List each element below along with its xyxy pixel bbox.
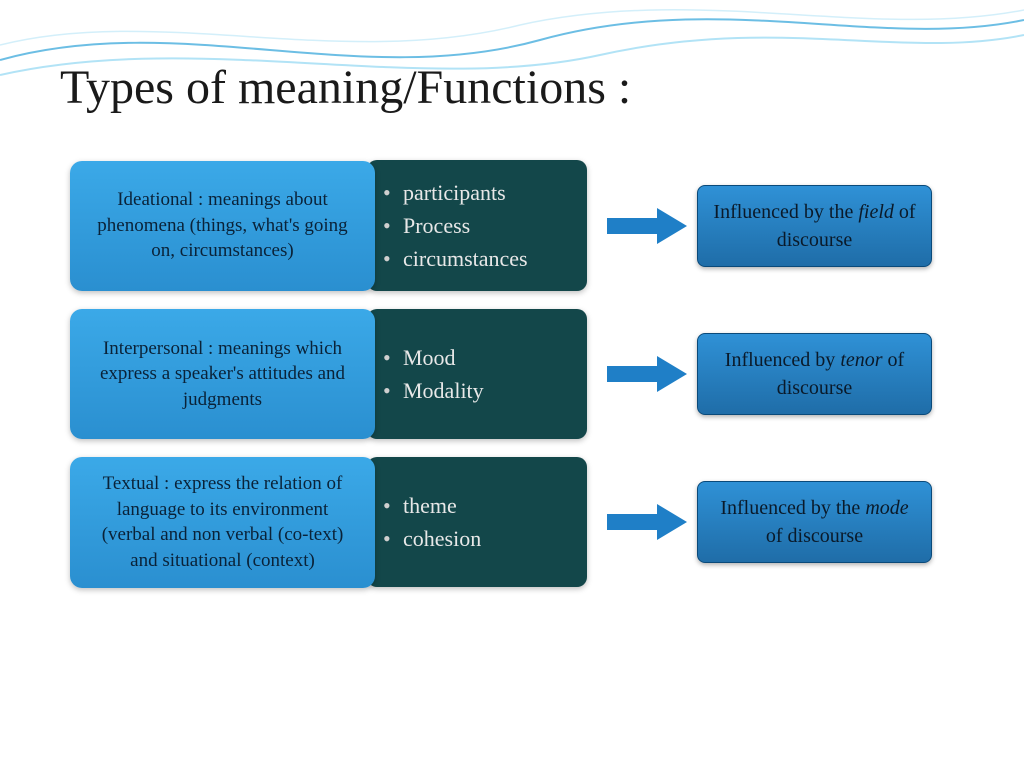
left-text: Interpersonal : meanings which express a… xyxy=(88,336,357,413)
right-text: Influenced by the field of discourse xyxy=(712,198,917,254)
right-box-field: Influenced by the field of discourse xyxy=(697,185,932,267)
mid-box-interpersonal: Mood Modality xyxy=(367,309,587,439)
mid-list: theme cohesion xyxy=(377,489,481,555)
mid-box-ideational: participants Process circumstances xyxy=(367,160,587,291)
left-text: Ideational : meanings about phenomena (t… xyxy=(88,187,357,264)
page-title: Types of meaning/Functions : xyxy=(60,60,631,115)
right-text: Influenced by the mode of discourse xyxy=(712,494,917,550)
right-box-tenor: Influenced by tenor of discourse xyxy=(697,333,932,415)
left-box-interpersonal: Interpersonal : meanings which express a… xyxy=(70,309,375,439)
arrow-icon xyxy=(607,206,687,246)
mid-box-textual: theme cohesion xyxy=(367,457,587,587)
row-textual: Textual : express the relation of langua… xyxy=(70,457,984,588)
list-item: Process xyxy=(383,209,528,242)
mid-list: participants Process circumstances xyxy=(377,176,528,275)
left-text: Textual : express the relation of langua… xyxy=(88,471,357,574)
list-item: Mood xyxy=(383,341,484,374)
diagram-content: Ideational : meanings about phenomena (t… xyxy=(70,160,984,728)
row-interpersonal: Interpersonal : meanings which express a… xyxy=(70,309,984,439)
list-item: participants xyxy=(383,176,528,209)
arrow-icon xyxy=(607,354,687,394)
left-box-ideational: Ideational : meanings about phenomena (t… xyxy=(70,161,375,291)
row-ideational: Ideational : meanings about phenomena (t… xyxy=(70,160,984,291)
list-item: Modality xyxy=(383,374,484,407)
list-item: theme xyxy=(383,489,481,522)
list-item: cohesion xyxy=(383,522,481,555)
left-box-textual: Textual : express the relation of langua… xyxy=(70,457,375,588)
right-text: Influenced by tenor of discourse xyxy=(712,346,917,402)
mid-list: Mood Modality xyxy=(377,341,484,407)
list-item: circumstances xyxy=(383,242,528,275)
arrow-icon xyxy=(607,502,687,542)
right-box-mode: Influenced by the mode of discourse xyxy=(697,481,932,563)
